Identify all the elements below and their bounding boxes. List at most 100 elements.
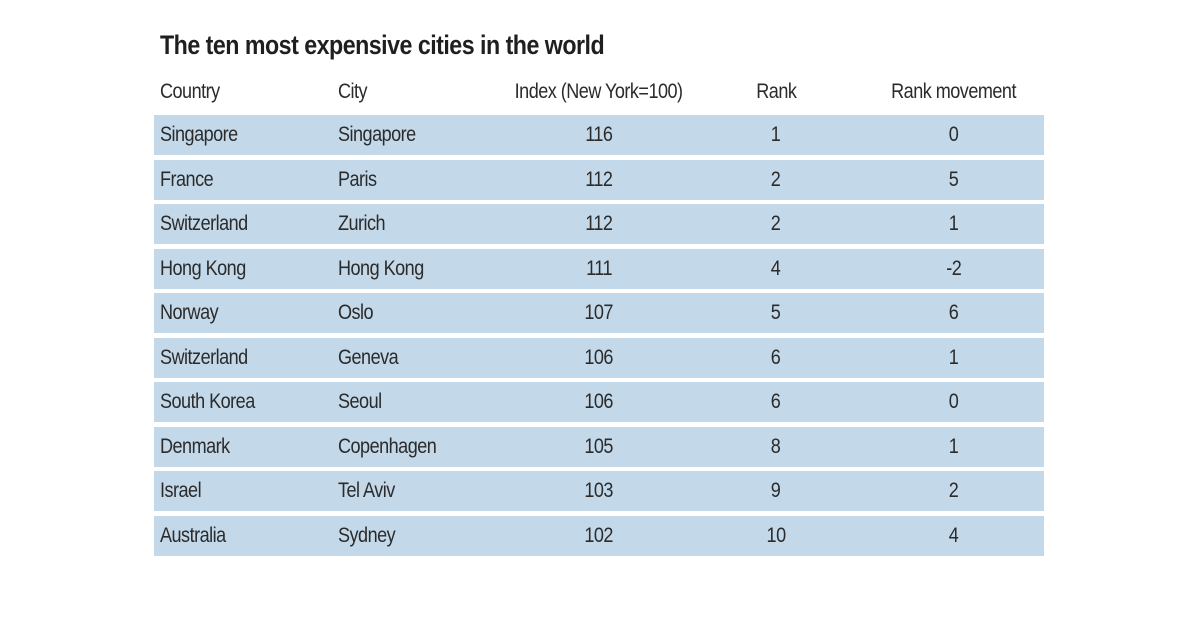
rank-value: 10 [766, 523, 786, 547]
table-row: France Paris 112 2 5 [154, 159, 1044, 200]
city-cell: Geneva [338, 338, 508, 378]
rank-movement-cell: 1 [879, 427, 1029, 467]
rank-movement-value: 2 [949, 479, 959, 502]
header-country: Country [160, 72, 330, 112]
rank-value: 2 [771, 167, 781, 191]
city-value: Tel Aviv [338, 479, 395, 502]
city-value: Copenhagen [338, 434, 437, 458]
rank-movement-cell: 5 [879, 160, 1029, 200]
index-cell: 112 [499, 160, 699, 200]
table-row: Hong Kong Hong Kong 111 4 -2 [154, 248, 1044, 289]
city-value: Oslo [338, 301, 374, 324]
header-index: Index (New York=100) [499, 72, 699, 112]
country-cell: Norway [160, 293, 330, 333]
table-body: Singapore Singapore 116 1 0 France Paris… [154, 115, 1044, 560]
country-cell: Switzerland [160, 204, 330, 244]
rank-cell: 10 [726, 516, 826, 556]
city-cell: Zurich [338, 204, 508, 244]
city-value: Paris [338, 167, 377, 191]
rank-movement-value: 1 [949, 212, 959, 235]
rank-movement-value: 0 [949, 390, 959, 413]
rank-value: 2 [771, 212, 781, 235]
country-value: Switzerland [160, 345, 248, 369]
country-value: Australia [160, 523, 226, 547]
rank-movement-value: 0 [949, 123, 959, 146]
rank-value: 4 [771, 256, 781, 280]
rank-value: 6 [771, 390, 781, 413]
table-title: The ten most expensive cities in the wor… [160, 30, 605, 60]
country-value: Denmark [160, 434, 230, 458]
country-cell: Denmark [160, 427, 330, 467]
index-cell: 103 [499, 471, 699, 511]
rank-cell: 8 [726, 427, 826, 467]
table-row: Singapore Singapore 116 1 0 [154, 115, 1044, 155]
country-cell: France [160, 160, 330, 200]
header-rank: Rank [726, 72, 826, 112]
index-value: 112 [585, 167, 613, 191]
index-value: 111 [586, 256, 612, 280]
table-row: Israel Tel Aviv 103 9 2 [154, 471, 1044, 511]
index-cell: 106 [499, 382, 699, 422]
rank-value: 9 [771, 479, 781, 502]
index-value: 105 [584, 434, 614, 458]
country-value: Norway [160, 301, 219, 324]
rank-movement-cell: 4 [879, 516, 1029, 556]
header-rank-movement-label: Rank movement [891, 80, 1017, 103]
rank-movement-cell: 0 [879, 382, 1029, 422]
rank-value: 8 [771, 434, 781, 458]
table-row: South Korea Seoul 106 6 0 [154, 382, 1044, 422]
rank-cell: 5 [726, 293, 826, 333]
rank-value: 6 [771, 345, 781, 369]
city-cell: Singapore [338, 115, 508, 155]
city-value: Zurich [338, 212, 386, 235]
table-header: Country City Index (New York=100) Rank R… [154, 72, 1044, 112]
country-value: France [160, 167, 214, 191]
city-cell: Copenhagen [338, 427, 508, 467]
city-cell: Paris [338, 160, 508, 200]
index-value: 116 [585, 123, 613, 146]
rank-movement-cell: 2 [879, 471, 1029, 511]
table-row: Norway Oslo 107 5 6 [154, 293, 1044, 333]
country-cell: Hong Kong [160, 249, 330, 289]
country-value: South Korea [160, 390, 255, 413]
rank-movement-cell: 1 [879, 338, 1029, 378]
header-city-label: City [338, 80, 368, 103]
rank-movement-cell: -2 [879, 249, 1029, 289]
index-cell: 106 [499, 338, 699, 378]
index-value: 102 [584, 523, 614, 547]
city-cell: Tel Aviv [338, 471, 508, 511]
country-value: Israel [160, 479, 202, 502]
rank-movement-value: 1 [949, 434, 959, 458]
city-value: Geneva [338, 345, 399, 369]
index-cell: 112 [499, 204, 699, 244]
city-value: Singapore [338, 123, 416, 146]
header-rank-label: Rank [755, 80, 797, 103]
rank-movement-cell: 6 [879, 293, 1029, 333]
index-value: 112 [585, 212, 613, 235]
rank-cell: 2 [726, 160, 826, 200]
index-cell: 107 [499, 293, 699, 333]
rank-movement-value: -2 [946, 256, 962, 280]
city-cell: Seoul [338, 382, 508, 422]
country-value: Hong Kong [160, 256, 246, 280]
rank-movement-value: 1 [949, 345, 959, 369]
index-cell: 102 [499, 516, 699, 556]
rank-movement-value: 5 [949, 167, 959, 191]
header-country-label: Country [160, 80, 220, 103]
country-cell: Switzerland [160, 338, 330, 378]
index-cell: 111 [499, 249, 699, 289]
table-row: Switzerland Geneva 106 6 1 [154, 337, 1044, 378]
index-value: 106 [584, 390, 614, 413]
index-cell: 116 [499, 115, 699, 155]
index-value: 107 [584, 301, 614, 324]
rank-movement-cell: 1 [879, 204, 1029, 244]
table-row: Denmark Copenhagen 105 8 1 [154, 426, 1044, 467]
country-cell: Israel [160, 471, 330, 511]
rank-value: 5 [771, 301, 781, 324]
index-value: 103 [584, 479, 614, 502]
header-city: City [338, 72, 508, 112]
city-cell: Oslo [338, 293, 508, 333]
rank-cell: 4 [726, 249, 826, 289]
index-cell: 105 [499, 427, 699, 467]
rank-cell: 6 [726, 382, 826, 422]
